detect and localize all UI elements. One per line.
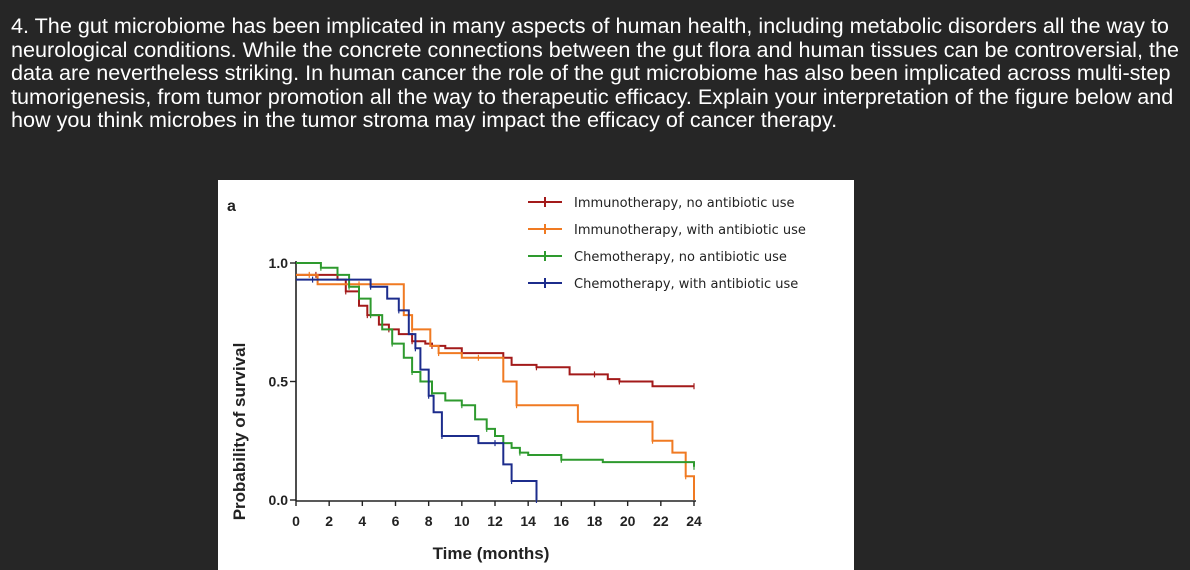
x-tick-label: 16 <box>554 513 570 529</box>
question-text: 4. The gut microbiome has been implicate… <box>11 13 1179 132</box>
x-tick-label: 6 <box>392 513 400 529</box>
x-tick-label: 8 <box>425 513 433 529</box>
legend-label: Chemotherapy, with antibiotic use <box>574 277 798 292</box>
series-line-2 <box>296 273 695 500</box>
panel-label: a <box>227 198 236 215</box>
x-tick-label: 20 <box>620 513 636 529</box>
x-tick-label: 12 <box>487 513 503 529</box>
x-tick-label: 2 <box>325 513 333 529</box>
x-tick-label: 18 <box>587 513 603 529</box>
x-tick-label: 22 <box>653 513 669 529</box>
x-axis-title: Time (months) <box>433 544 550 563</box>
x-tick-label: 14 <box>520 513 536 529</box>
y-tick-label: 0.5 <box>269 374 289 390</box>
legend-label: Immunotherapy, with antibiotic use <box>574 223 806 238</box>
x-tick-label: 0 <box>292 513 300 529</box>
series-layer <box>296 262 695 503</box>
series-line-4 <box>296 278 538 500</box>
survival-figure: a 0 2 4 6 8 10 12 14 16 18 20 22 24 0.0 0.5 1.0 Time (mo… <box>218 180 854 570</box>
series-line-3 <box>296 262 695 467</box>
legend-label: Chemotherapy, no antibiotic use <box>574 250 787 265</box>
chart-legend: Immunotherapy, no antibiotic use Immunoth… <box>528 196 806 292</box>
x-tick-label: 4 <box>358 513 366 529</box>
y-tick-label: 0.0 <box>269 492 289 508</box>
x-tick-label: 24 <box>686 513 702 529</box>
y-axis-title: Probability of survival <box>230 343 249 521</box>
y-tick-label: 1.0 <box>269 255 289 271</box>
legend-label: Immunotherapy, no antibiotic use <box>574 196 795 211</box>
x-tick-label: 10 <box>454 513 470 529</box>
